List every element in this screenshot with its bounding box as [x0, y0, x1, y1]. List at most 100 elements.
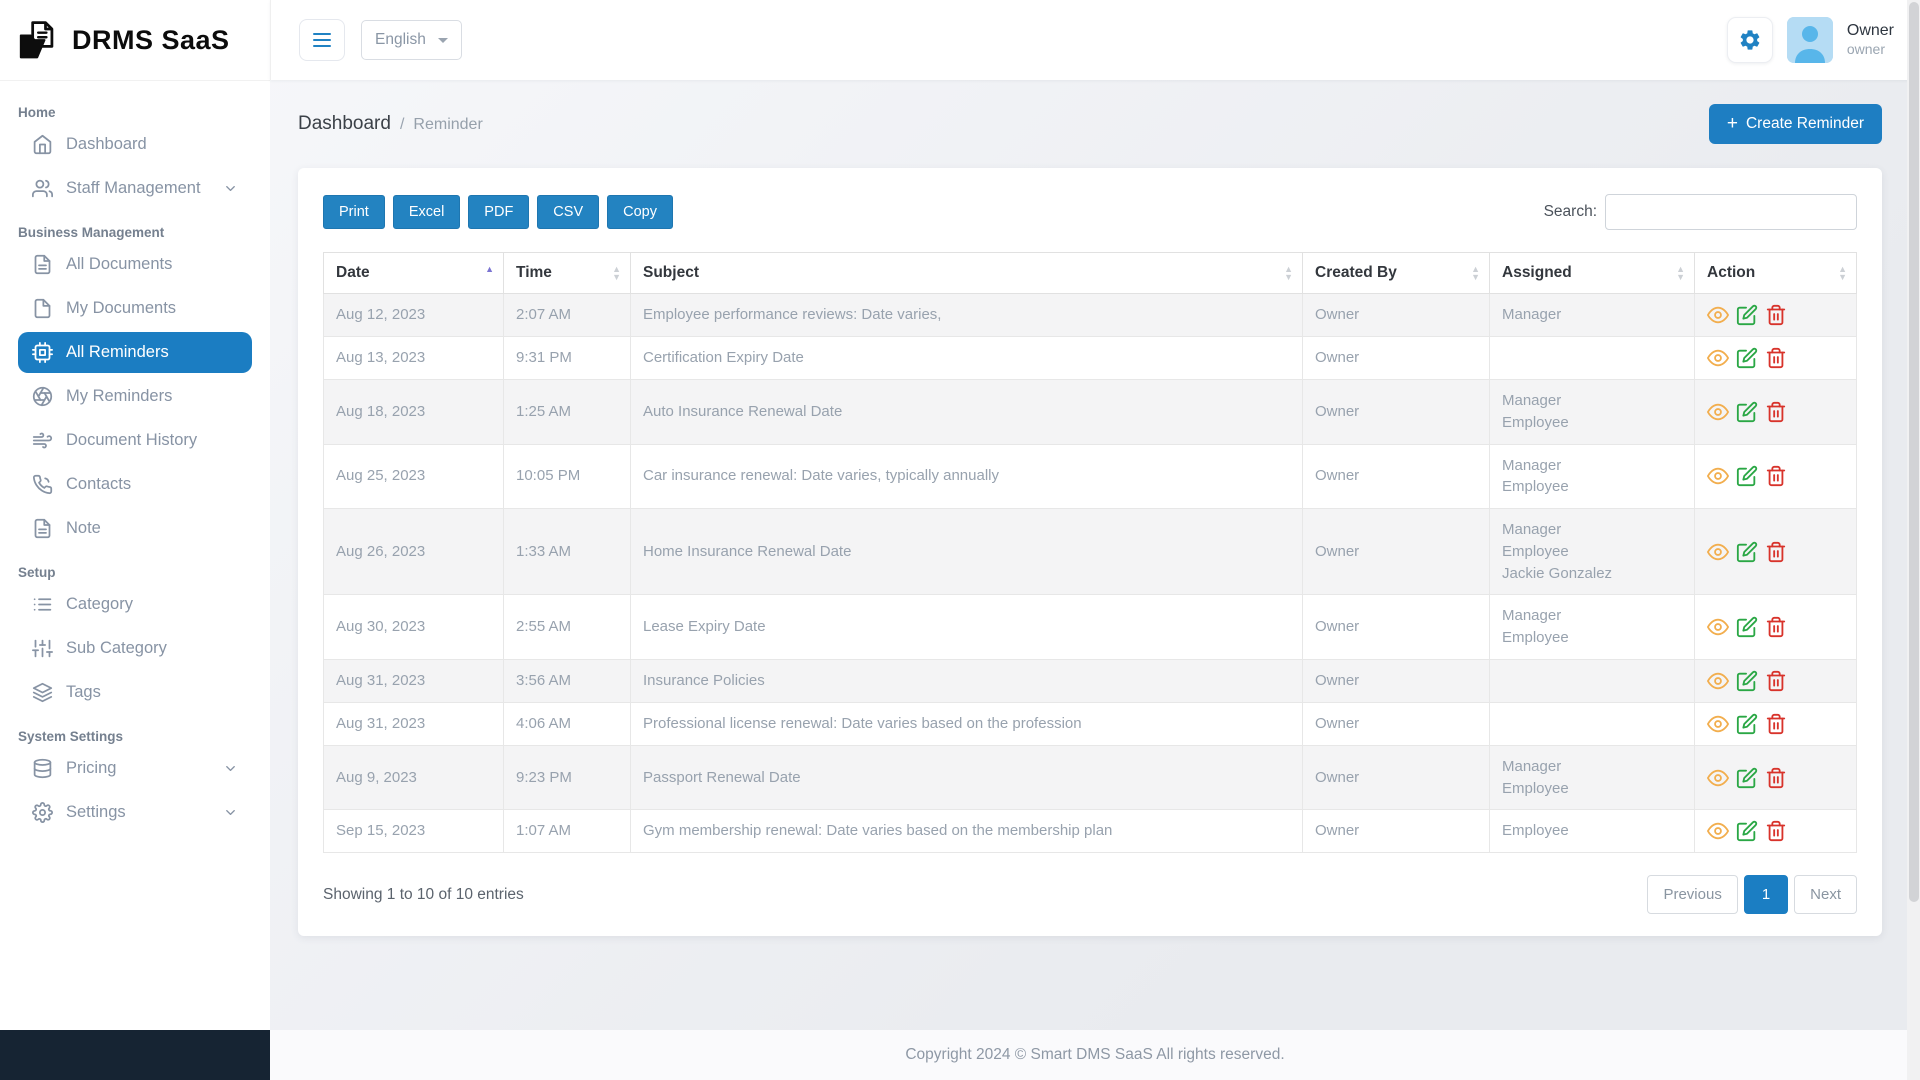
delete-icon	[1766, 401, 1786, 422]
edit-button[interactable]	[1736, 616, 1758, 638]
delete-button[interactable]	[1765, 304, 1787, 326]
scrollbar-thumb[interactable]	[1908, 2, 1919, 902]
create-reminder-button[interactable]: + Create Reminder	[1708, 104, 1882, 144]
page-1-button[interactable]: 1	[1743, 875, 1789, 915]
sidebar-item-category[interactable]: Category	[18, 584, 252, 625]
sort-arrows-icon: ▲▼	[1838, 264, 1847, 282]
print-export-button[interactable]: Print	[323, 195, 385, 229]
view-button[interactable]	[1707, 347, 1729, 369]
sidebar-item-sub-category[interactable]: Sub Category	[18, 628, 252, 669]
cell-date: Aug 9, 2023	[323, 744, 504, 811]
view-button[interactable]	[1707, 304, 1729, 326]
settings-button[interactable]	[1726, 17, 1773, 63]
language-value: English	[375, 31, 426, 48]
user-role: owner	[1846, 41, 1886, 58]
brand-logo[interactable]: DRMS SaaS	[0, 0, 270, 80]
delete-button[interactable]	[1765, 465, 1787, 487]
entries-summary: Showing 1 to 10 of 10 entries	[323, 885, 524, 903]
column-header-action[interactable]: Action ▲ ▼	[1694, 252, 1857, 294]
delete-button[interactable]	[1765, 820, 1787, 842]
view-button[interactable]	[1707, 401, 1729, 423]
delete-button[interactable]	[1765, 616, 1787, 638]
sidebar-item-all-documents[interactable]: All Documents	[18, 244, 252, 285]
edit-button[interactable]	[1736, 670, 1758, 692]
table-header-row: Date▲▼Time▲▼Subject▲▼Created By▲▼Assigne…	[323, 252, 1857, 294]
sidebar-item-all-reminders[interactable]: All Reminders	[18, 332, 252, 373]
pdf-export-button[interactable]: PDF	[468, 195, 530, 229]
edit-button[interactable]	[1736, 820, 1758, 842]
cell-subject: Auto Insurance Renewal Date	[630, 379, 1303, 445]
sidebar-item-settings[interactable]: Settings	[18, 792, 252, 833]
delete-icon	[1766, 767, 1786, 788]
view-button[interactable]	[1707, 670, 1729, 692]
delete-button[interactable]	[1765, 401, 1787, 423]
edit-button[interactable]	[1736, 401, 1758, 423]
cell-action	[1694, 293, 1857, 337]
column-header-created-by[interactable]: Created By ▲ ▼	[1302, 252, 1490, 294]
layers-icon	[32, 682, 53, 703]
cell-assigned: Manager Employee Jackie Gonzalez	[1489, 507, 1695, 596]
table-row: Aug 31, 2023 4:06 AM Professional license …	[323, 701, 1857, 746]
brand-name: DRMS SaaS	[72, 24, 230, 55]
breadcrumb-dashboard[interactable]: Dashboard	[298, 113, 391, 134]
edit-button[interactable]	[1736, 767, 1758, 789]
view-icon	[1707, 715, 1729, 732]
view-button[interactable]	[1707, 616, 1729, 638]
column-label: Date	[336, 264, 370, 281]
edit-button[interactable]	[1736, 713, 1758, 735]
scrollbar[interactable]	[1907, 0, 1920, 1080]
column-header-date[interactable]: Date ▲▼	[323, 252, 504, 294]
view-button[interactable]	[1707, 767, 1729, 789]
delete-button[interactable]	[1765, 347, 1787, 369]
column-header-subject[interactable]: Subject ▲ ▼	[630, 252, 1303, 294]
cell-subject: Lease Expiry Date	[630, 594, 1303, 660]
view-icon	[1707, 349, 1729, 367]
sidebar-toggle-button[interactable]	[299, 19, 345, 61]
cell-date: Aug 30, 2023	[323, 594, 504, 660]
sidebar-item-contacts[interactable]: Contacts	[18, 464, 252, 505]
phone-icon	[32, 474, 53, 495]
next-page-button[interactable]: Next	[1794, 875, 1857, 915]
delete-icon	[1766, 304, 1786, 326]
csv-export-button[interactable]: CSV	[537, 195, 600, 229]
column-label: Assigned	[1502, 264, 1572, 281]
search-input[interactable]	[1605, 194, 1857, 230]
sidebar-item-my-documents[interactable]: My Documents	[18, 288, 252, 329]
copy-export-button[interactable]: Copy	[607, 195, 673, 229]
view-button[interactable]	[1707, 465, 1729, 487]
column-header-assigned[interactable]: Assigned ▲ ▼	[1489, 252, 1695, 294]
column-header-time[interactable]: Time ▲ ▼	[503, 252, 631, 294]
delete-button[interactable]	[1765, 713, 1787, 735]
cell-date: Sep 15, 2023	[323, 809, 504, 854]
sidebar-item-note[interactable]: Note	[18, 508, 252, 549]
gear-icon	[1740, 30, 1760, 50]
sidebar-item-my-reminders[interactable]: My Reminders	[18, 376, 252, 417]
excel-export-button[interactable]: Excel	[392, 195, 461, 229]
user-avatar[interactable]	[1786, 17, 1833, 63]
view-icon	[1707, 672, 1729, 689]
sidebar: DRMS SaaS Home Dashboard Staff Management B…	[0, 0, 270, 1080]
sidebar-item-dashboard[interactable]: Dashboard	[18, 124, 252, 165]
delete-button[interactable]	[1765, 767, 1787, 789]
sidebar-item-document-history[interactable]: Document History	[18, 420, 252, 461]
edit-button[interactable]	[1736, 347, 1758, 369]
edit-button[interactable]	[1736, 541, 1758, 563]
sidebar-item-tags[interactable]: Tags	[18, 672, 252, 713]
language-select[interactable]: English	[361, 20, 462, 60]
edit-button[interactable]	[1736, 465, 1758, 487]
view-button[interactable]	[1707, 541, 1729, 563]
sidebar-item-pricing[interactable]: Pricing	[18, 748, 252, 789]
sort-arrows-icon: ▲▼	[1471, 264, 1480, 282]
view-button[interactable]	[1707, 713, 1729, 735]
edit-button[interactable]	[1736, 304, 1758, 326]
previous-page-button[interactable]: Previous	[1647, 875, 1738, 915]
sidebar-section-home: Home	[18, 105, 56, 120]
delete-button[interactable]	[1765, 541, 1787, 563]
sidebar-item-staff-management[interactable]: Staff Management	[18, 168, 252, 209]
view-button[interactable]	[1707, 820, 1729, 842]
breadcrumb-current: Reminder	[413, 116, 483, 133]
cell-time: 9:31 PM	[503, 336, 631, 380]
delete-button[interactable]	[1765, 670, 1787, 692]
avatar-person-icon	[1786, 17, 1833, 63]
export-buttons: Print Excel PDF CSV Copy	[323, 195, 673, 229]
